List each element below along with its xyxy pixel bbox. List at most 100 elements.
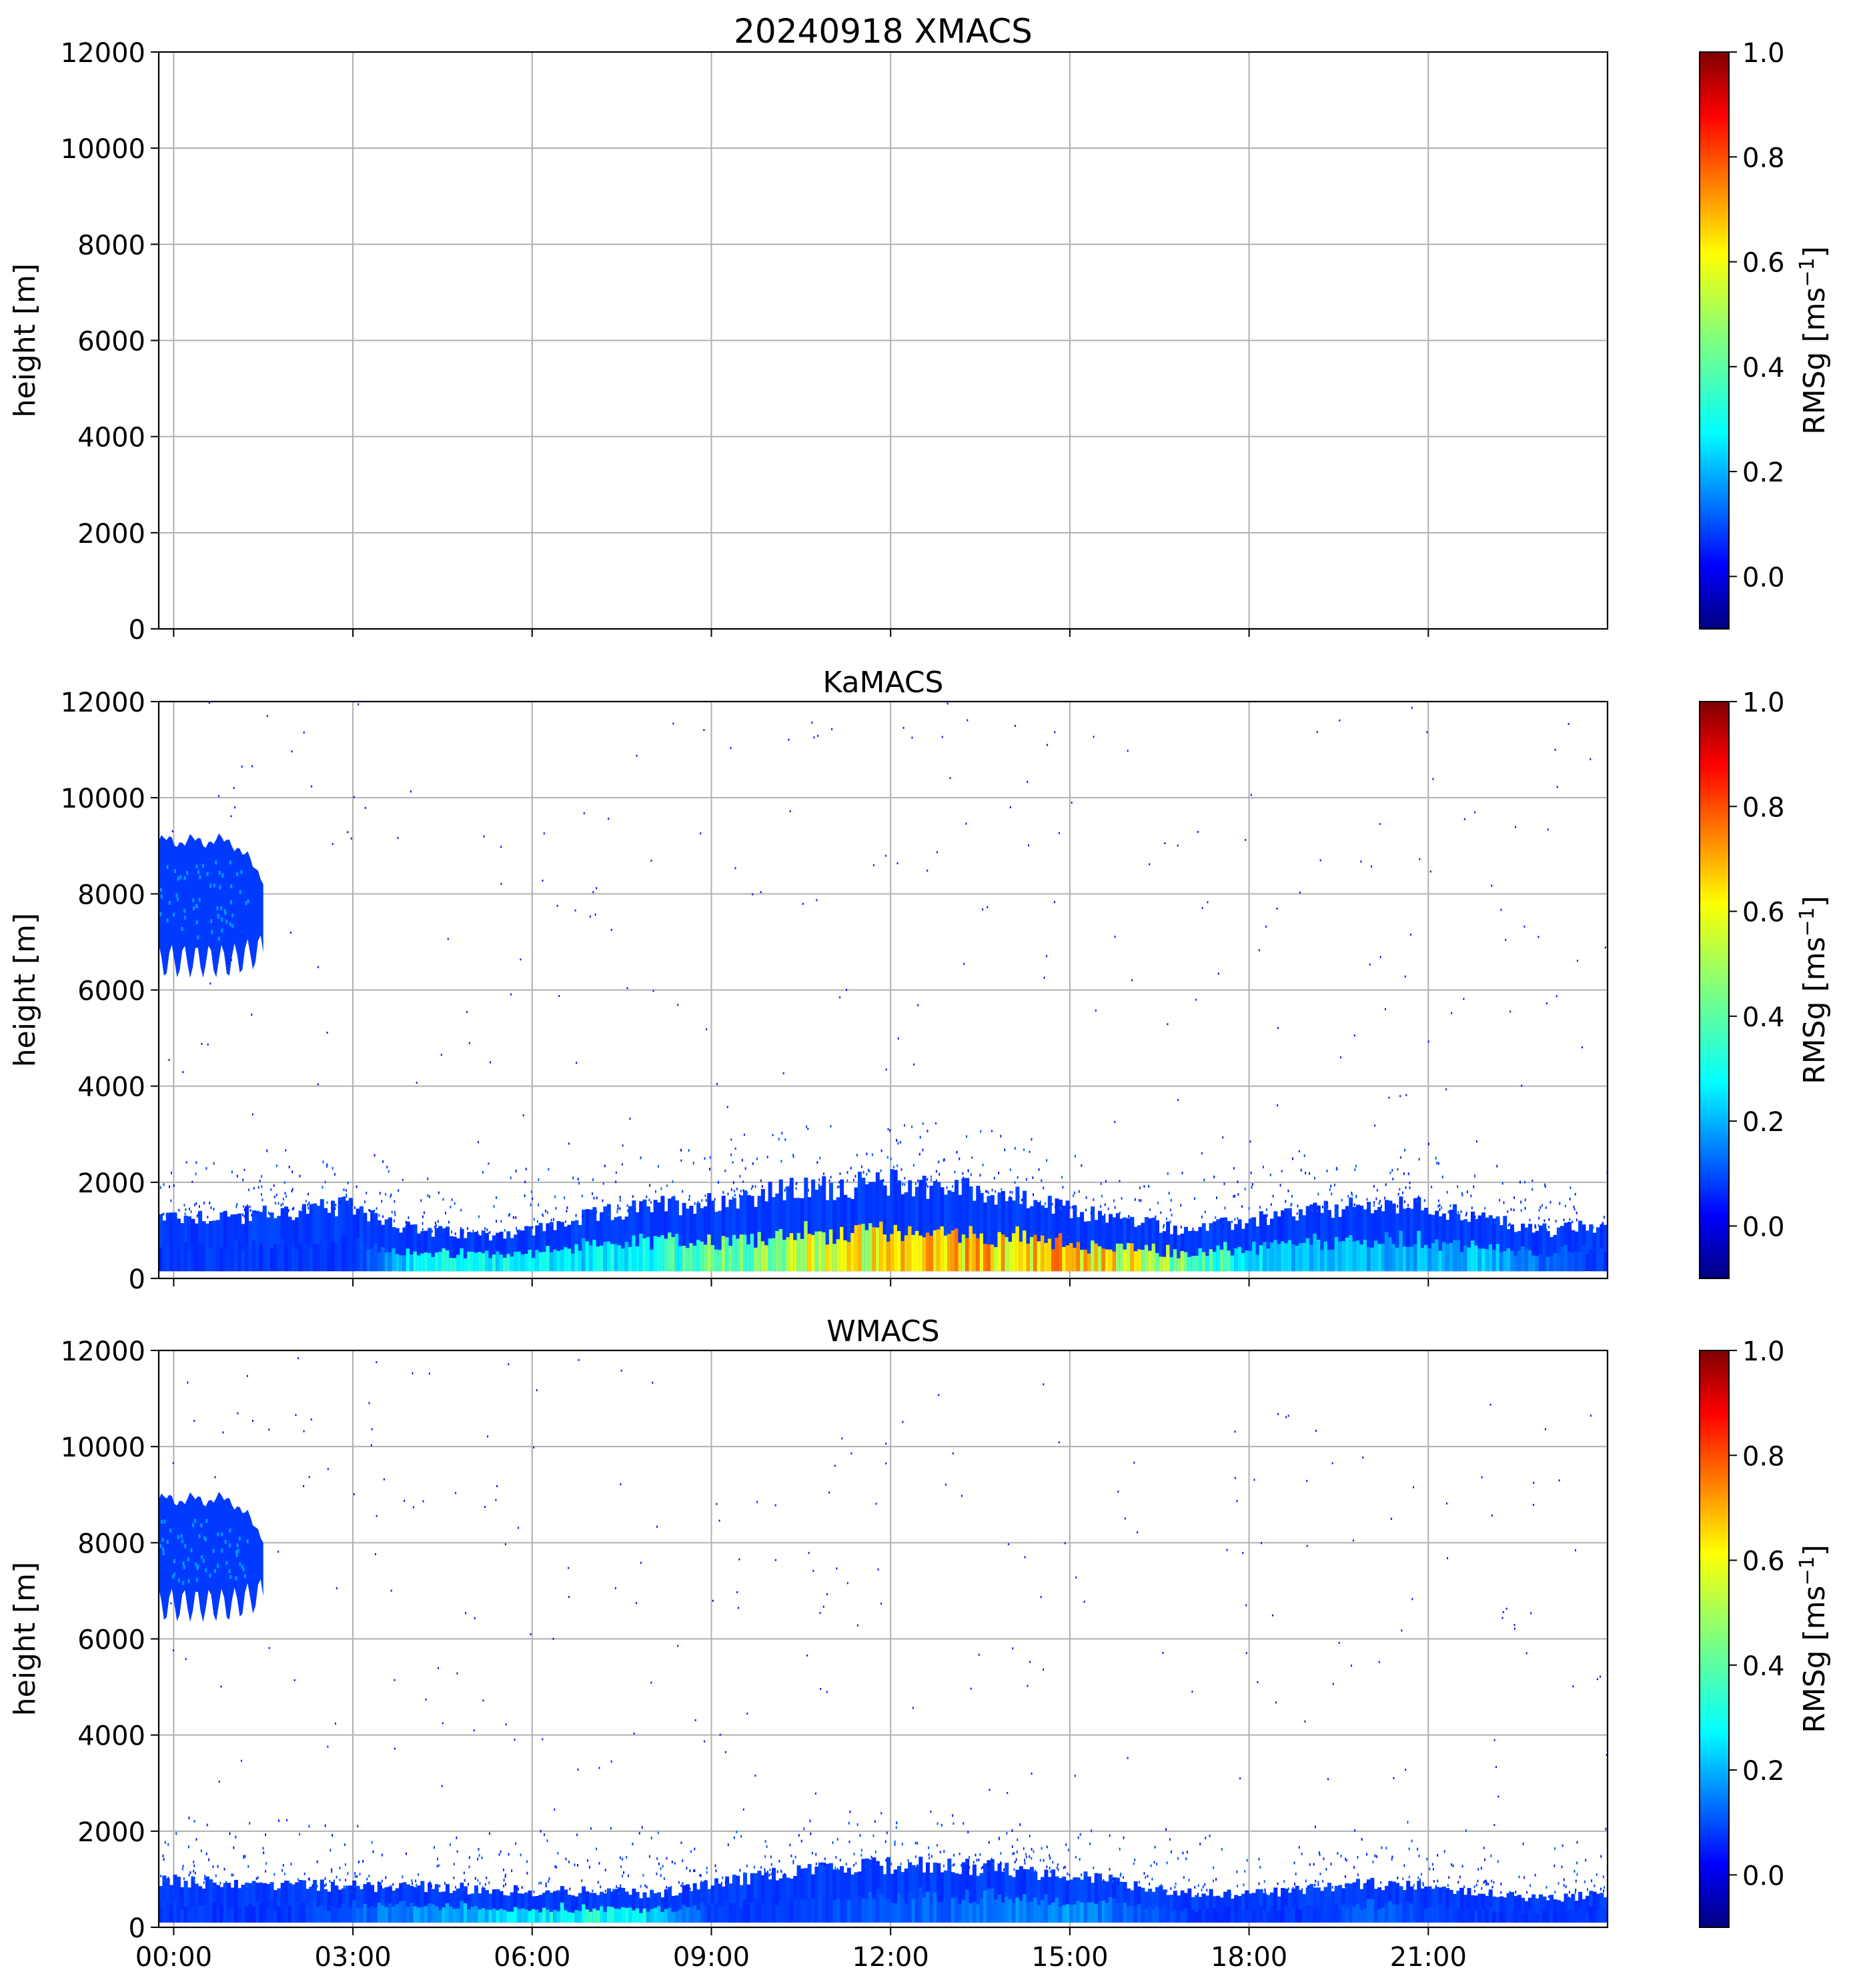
band-core [169, 1244, 174, 1272]
scatter-point [1574, 1891, 1576, 1894]
band-column [614, 1889, 618, 1923]
noise-point [578, 1358, 580, 1361]
scatter-point [1374, 1854, 1376, 1857]
scatter-point [545, 1209, 546, 1212]
band-core [216, 1906, 220, 1923]
scatter-point [1103, 1879, 1105, 1882]
noise-point [1275, 1701, 1277, 1704]
scatter-point [245, 1884, 247, 1887]
scatter-point [468, 1883, 469, 1886]
band-core [653, 1236, 658, 1272]
scatter-point [1534, 1873, 1536, 1877]
x-tick-label: 18:00 [1211, 1942, 1287, 1973]
scatter-point [1572, 1220, 1574, 1224]
scatter-point [1125, 1882, 1127, 1885]
scatter-point [1041, 1179, 1043, 1182]
scatter-point [1411, 1839, 1413, 1843]
band-core [1320, 1250, 1325, 1272]
band-core [1391, 1244, 1396, 1272]
scatter-point [1576, 1873, 1578, 1876]
scatter-point [1510, 1208, 1512, 1211]
band-column [342, 1196, 346, 1272]
band-column [635, 1892, 640, 1923]
noise-point [1409, 933, 1411, 936]
x-tick-label: 15:00 [1031, 1942, 1108, 1973]
colorbar-tick-label: 0.8 [1742, 143, 1785, 173]
band-core [1603, 1251, 1608, 1272]
scatter-point [682, 1882, 684, 1885]
noise-point [1201, 907, 1203, 910]
band-core [162, 1246, 167, 1272]
band-column [345, 1200, 350, 1272]
scatter-point [872, 1834, 874, 1837]
band-core [535, 1909, 540, 1923]
scatter-point [1138, 1198, 1140, 1202]
band-core [1227, 1250, 1231, 1272]
band-core [542, 1907, 546, 1923]
band-core [1527, 1909, 1532, 1923]
noise-point [991, 1130, 993, 1132]
scatter-point [738, 1194, 740, 1197]
scatter-point [1475, 1883, 1477, 1887]
band-core [1263, 1910, 1267, 1923]
scatter-point [824, 1863, 825, 1867]
scatter-point [1166, 1861, 1168, 1865]
band-core [1127, 1906, 1131, 1923]
noise-point [1427, 1040, 1429, 1043]
cloud-speckle [235, 1576, 237, 1581]
band-core [449, 1907, 454, 1923]
scatter-point [1571, 1895, 1573, 1897]
band-column [245, 1883, 249, 1923]
scatter-point [860, 1849, 862, 1852]
scatter-point [1491, 1220, 1493, 1223]
scatter-point [346, 1195, 348, 1198]
scatter-point [1331, 1192, 1333, 1196]
y-tick-label: 0 [129, 615, 145, 646]
scatter-point [1569, 1218, 1571, 1221]
band-column [1327, 1210, 1331, 1272]
scatter-point [706, 1867, 708, 1870]
scatter-point [1563, 1218, 1565, 1222]
scatter-point [159, 1186, 161, 1189]
band-core [1033, 1234, 1038, 1272]
scatter-point [336, 1885, 338, 1889]
band-core [782, 1240, 787, 1272]
band-column [564, 1889, 568, 1923]
scatter-point [1046, 1159, 1048, 1162]
band-column [664, 1889, 668, 1923]
band-column [1209, 1889, 1213, 1923]
scatter-point [742, 1189, 744, 1192]
scatter-point [1305, 1879, 1307, 1883]
scatter-point [657, 1831, 659, 1835]
band-column [621, 1887, 626, 1923]
scatter-point [593, 1196, 595, 1200]
band-core [1381, 1907, 1385, 1923]
scatter-point [1049, 1857, 1051, 1860]
band-core [1485, 1909, 1489, 1923]
band-column [449, 1236, 454, 1272]
cloud-speckle [231, 924, 234, 928]
scatter-point [373, 1211, 375, 1214]
band-core [1023, 1230, 1027, 1272]
noise-point [1489, 1403, 1491, 1406]
scatter-point [733, 1190, 735, 1193]
band-column [1341, 1209, 1346, 1272]
band-core [1539, 1254, 1543, 1272]
scatter-point [333, 1879, 335, 1883]
scatter-point [846, 1179, 848, 1182]
noise-point [1413, 1486, 1415, 1488]
band-column [1603, 1224, 1608, 1272]
band-core [1012, 1233, 1016, 1272]
band-column [1391, 1203, 1396, 1272]
noise-point [704, 1740, 705, 1743]
band-core [291, 1902, 295, 1923]
scatter-point [617, 1204, 619, 1207]
scatter-point [1185, 1857, 1187, 1861]
cloud-speckle [215, 860, 217, 865]
scatter-point [1073, 1191, 1075, 1194]
band-core [875, 1227, 880, 1272]
scatter-point [479, 1882, 481, 1885]
scatter-point [1285, 1889, 1287, 1892]
noise-point [880, 1812, 882, 1815]
band-core [997, 1232, 1002, 1272]
